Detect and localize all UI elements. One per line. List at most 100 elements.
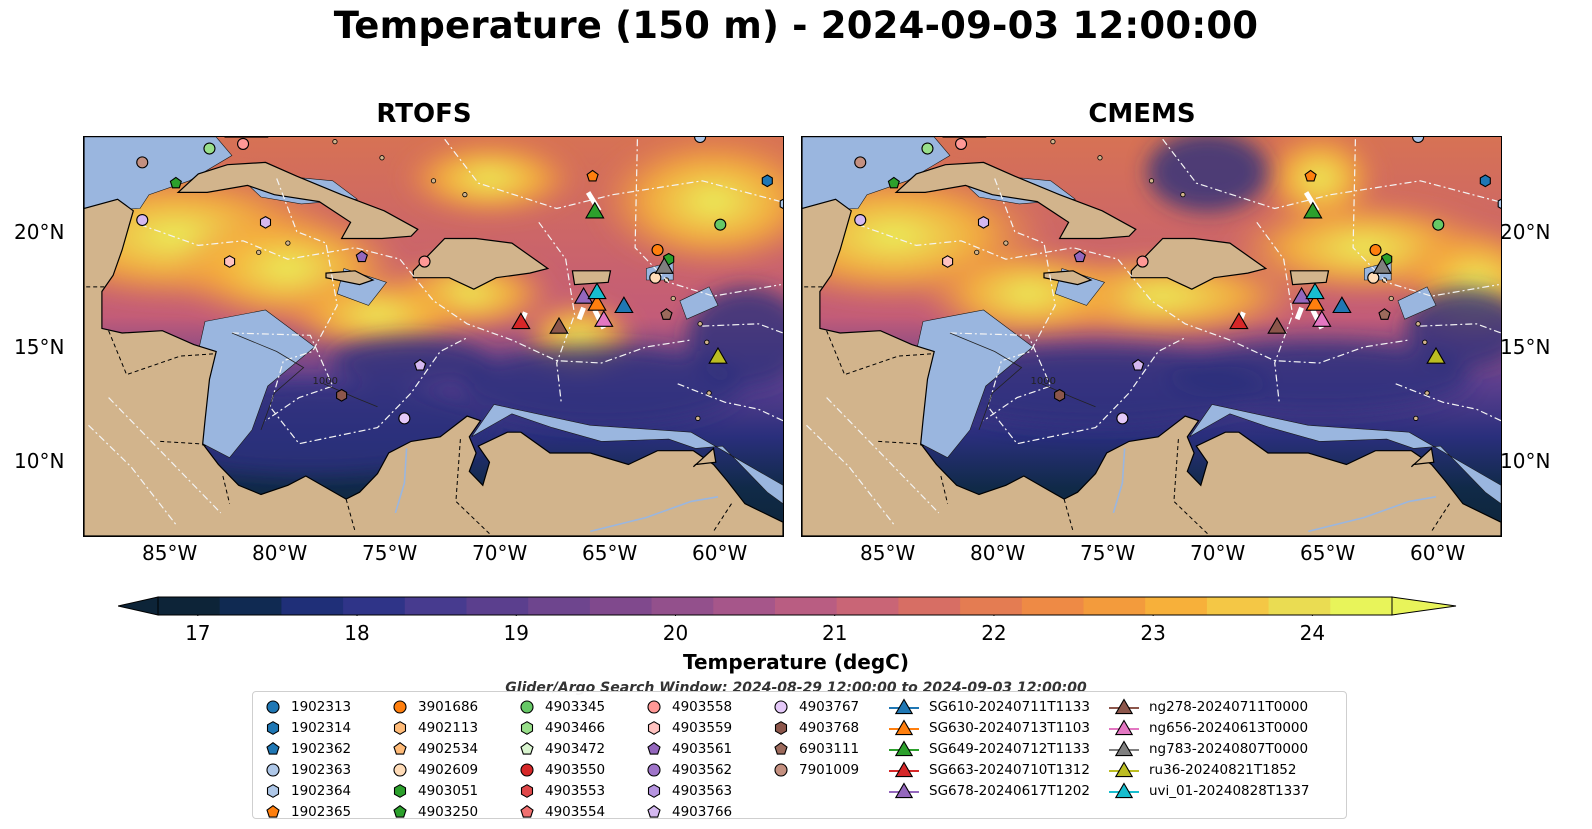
island (706, 390, 712, 396)
legend-marker (520, 699, 534, 714)
legend-label: 1902314 (291, 719, 352, 736)
island (379, 155, 385, 161)
legend-label: 4903768 (799, 719, 860, 736)
lat-label-10n-left: 10°N (14, 449, 65, 473)
argo-marker-5 (259, 215, 272, 229)
argo-marker-20 (660, 308, 673, 320)
pentagon-marker-icon (647, 741, 661, 755)
legend-item-glider: ng783-20240807T0000 (1109, 738, 1309, 759)
rtofs-map[interactable]: 1000 (83, 136, 784, 537)
colorbar-segment (651, 597, 714, 615)
legend-label: SG663-20240710T1312 (929, 761, 1090, 778)
legend-label: SG630-20240713T1103 (929, 719, 1090, 736)
legend-item-argo: 4902534 (392, 738, 478, 759)
cmems-map[interactable]: 1000 (801, 136, 1502, 537)
triangle-marker-icon (1109, 697, 1139, 714)
island (670, 295, 676, 302)
legend-label: SG610-20240711T1133 (929, 698, 1090, 715)
colorbar-tick-label: 18 (344, 621, 370, 645)
legend-marker (774, 762, 788, 777)
glider-track (576, 306, 586, 321)
glider-marker-22 (549, 316, 569, 334)
legend-marker (894, 760, 914, 777)
legend-label: 4903558 (672, 698, 733, 715)
eez-boundary (826, 397, 940, 514)
glider-marker-26 (1305, 282, 1325, 300)
glider-marker-21 (511, 312, 531, 330)
eez-boundary (702, 323, 783, 334)
legend-item-argo: 1902364 (265, 780, 351, 801)
island (430, 178, 437, 184)
legend-label: 4902534 (418, 740, 479, 757)
island (1003, 240, 1009, 246)
legend-item-argo: 1902313 (265, 696, 351, 717)
lon-label-85w: 85°W (860, 541, 916, 565)
argo-marker-5 (977, 215, 990, 229)
eez-boundary (1256, 221, 1294, 403)
legend-marker (894, 781, 914, 798)
argo-marker-7 (1073, 250, 1086, 263)
legend-marker (1114, 718, 1134, 735)
colorbar-segment (281, 597, 344, 615)
circle-marker-icon (393, 762, 407, 777)
glider-marker-27 (594, 310, 614, 327)
legend-marker (393, 783, 407, 798)
argo-marker-20 (1378, 308, 1391, 320)
argo-marker-10 (413, 358, 427, 371)
colorbar-segment (219, 597, 282, 615)
legend-item-argo: 1902365 (265, 801, 351, 822)
legend-label: 4903562 (672, 761, 733, 778)
legend-label: 4903553 (545, 782, 606, 799)
triangle-marker-icon (889, 718, 919, 735)
colorbar-label: Temperature (degC) (683, 650, 909, 674)
pentagon-marker-icon (520, 804, 534, 818)
hexagon-marker-icon (774, 720, 788, 735)
legend-item-argo: 4902609 (392, 759, 478, 780)
colorbar-extend-high (1391, 596, 1457, 616)
legend-label: 1902363 (291, 761, 352, 778)
legend-item-glider: SG663-20240710T1312 (889, 759, 1090, 780)
legend-marker (520, 762, 534, 777)
lon-label-80w: 80°W (970, 541, 1026, 565)
island (1180, 192, 1186, 198)
legend-label: 7901009 (799, 761, 860, 778)
argo-marker-2 (921, 142, 934, 155)
shelf-area (471, 404, 783, 505)
pentagon-marker-icon (520, 741, 534, 755)
legend-item-argo: 4903561 (646, 738, 732, 759)
island (974, 249, 980, 255)
island (332, 139, 338, 145)
legend-marker (266, 720, 280, 735)
island (1413, 415, 1419, 421)
island (1415, 321, 1421, 327)
legend-item-argo: 4903563 (646, 780, 732, 801)
argo-marker-8 (418, 255, 431, 268)
island (1424, 390, 1430, 396)
argo-marker-9 (336, 388, 348, 402)
country-border (1173, 439, 1208, 535)
triangle-marker-icon (889, 697, 919, 714)
panel-title-rtofs: RTOFS (376, 99, 472, 129)
argo-marker-15 (1497, 198, 1501, 210)
argo-marker-8 (1136, 255, 1149, 268)
legend-label: 4903767 (799, 698, 860, 715)
island (1422, 339, 1428, 345)
glider-marker-25 (1305, 293, 1325, 311)
hexagon-marker-icon (393, 720, 407, 735)
lon-label-75w: 75°W (362, 541, 418, 565)
eez-boundary (1352, 139, 1499, 297)
colorbar-segment (1206, 597, 1270, 615)
country-border (1063, 498, 1074, 532)
legend-marker (1114, 760, 1134, 777)
legend-marker (393, 762, 407, 777)
colorbar-segment (589, 597, 653, 615)
colorbar-segment (1145, 597, 1208, 615)
triangle-marker-icon (1109, 718, 1139, 735)
legend-item-argo: 4903559 (646, 717, 732, 738)
legend-item-argo: 4903767 (773, 696, 859, 717)
colorbar-segment (158, 597, 221, 615)
argo-marker-17 (651, 243, 664, 257)
panel-title-cmems: CMEMS (1088, 99, 1196, 129)
island (704, 339, 710, 345)
lat-label-20n-left: 20°N (14, 220, 65, 244)
